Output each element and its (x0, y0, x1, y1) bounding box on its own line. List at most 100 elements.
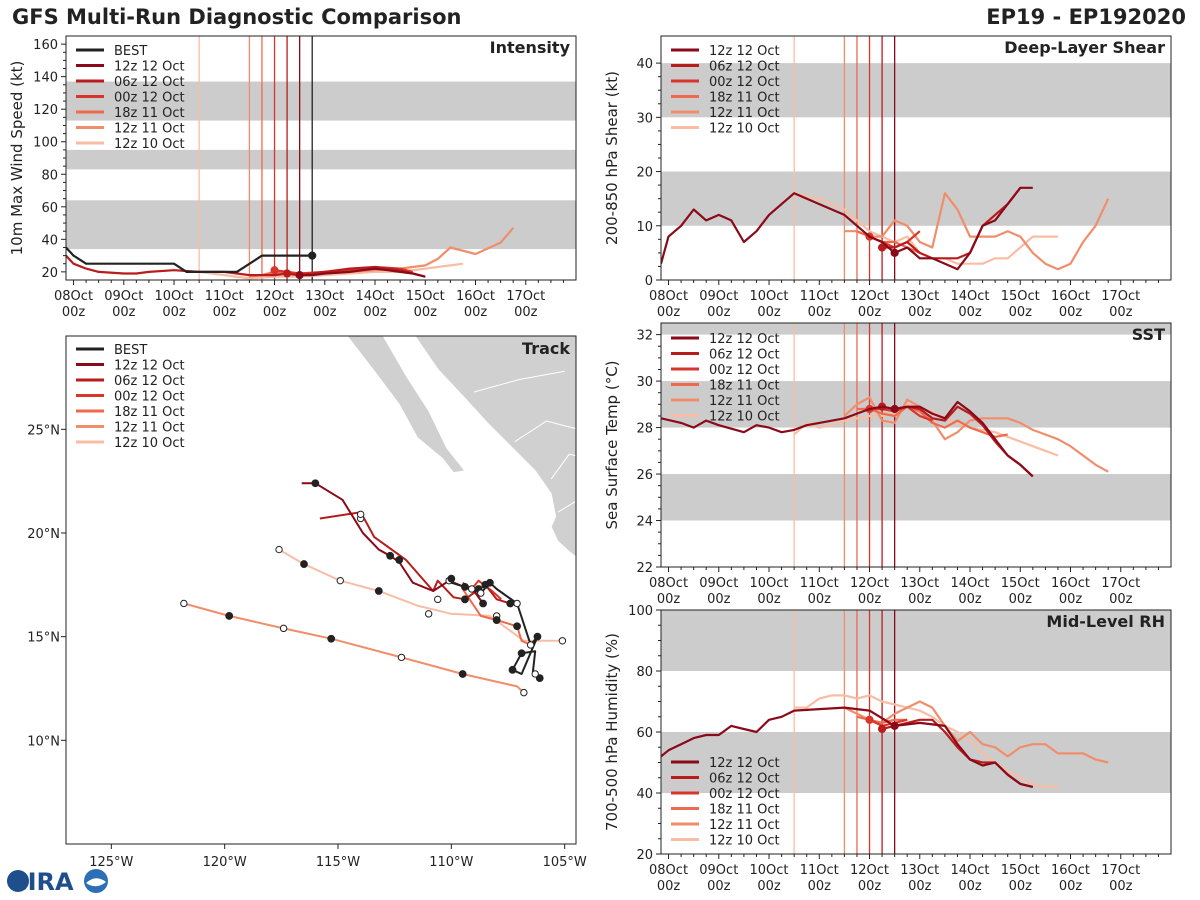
shear-series-line (882, 187, 1022, 260)
page-title: GFS Multi-Run Diagnostic Comparison (12, 5, 462, 29)
rh-point (877, 724, 887, 734)
intensity-ytick-label: 60 (41, 201, 58, 216)
sst-ytick-label: 32 (636, 329, 653, 344)
intensity-legend-label: 00z 12 Oct (114, 91, 185, 106)
track-xtick-label: 115°W (316, 855, 360, 870)
shear-xtick-sublabel: 00z (1009, 305, 1033, 320)
track-point-open (424, 610, 433, 618)
track-legend-label: 12z 11 Oct (114, 421, 185, 436)
intensity-xtick-sublabel: 00z (62, 305, 86, 320)
rh-xtick-sublabel: 00z (657, 879, 681, 894)
intensity-plot-area (66, 36, 576, 280)
track-point-filled (506, 599, 515, 608)
shear-xtick-sublabel: 00z (757, 305, 781, 320)
track-point-open (477, 589, 485, 597)
rh-xtick-label: 13Oct (900, 863, 939, 878)
intensity-xtick-label: 17Oct (506, 289, 545, 304)
sst-ytick-label: 30 (636, 375, 653, 390)
track-legend-label: 06z 12 Oct (114, 374, 185, 389)
intensity-ytick-label: 80 (41, 168, 58, 183)
intensity-xtick-label: 12Oct (255, 289, 294, 304)
intensity-xtick-sublabel: 00z (213, 305, 237, 320)
rh-legend-label: 12z 11 Oct (709, 818, 780, 833)
intensity-xtick-label: 11Oct (205, 289, 244, 304)
track-xtick-label: 120°W (203, 855, 247, 870)
track-line (301, 482, 484, 605)
track-point-open (520, 688, 528, 697)
intensity-point (308, 251, 317, 260)
track-point-filled (461, 595, 469, 604)
sst-xtick-sublabel: 00z (1059, 592, 1083, 607)
track-line (183, 602, 525, 694)
shear-xtick-sublabel: 00z (1059, 305, 1083, 320)
shear-title: Deep-Layer Shear (1004, 38, 1165, 57)
rh-ytick-label: 80 (636, 665, 653, 680)
shear-ytick-label: 20 (636, 166, 653, 181)
track-legend-label: 12z 10 Oct (114, 436, 185, 451)
rh-series-line (843, 700, 1109, 764)
track-legend-label: 00z 12 Oct (114, 390, 185, 405)
track-legend-label: BEST (114, 343, 147, 358)
sst-legend-label: 00z 12 Oct (709, 363, 780, 378)
shear-xtick-label: 10Oct (750, 289, 789, 304)
intensity-point (295, 271, 304, 280)
shear-xtick-label: 13Oct (900, 289, 939, 304)
track-legend-label: 18z 11 Oct (114, 405, 185, 420)
shear-legend-label: 12z 11 Oct (709, 106, 780, 121)
shear-series-line (661, 186, 1033, 271)
intensity-xtick-sublabel: 00z (313, 305, 337, 320)
rh-ytick-label: 60 (636, 726, 653, 741)
rh-xtick-label: 11Oct (800, 863, 839, 878)
track-xtick-label: 105°W (543, 855, 587, 870)
track-point-open (513, 599, 521, 608)
rh-legend-label: 18z 11 Oct (709, 803, 780, 818)
shear-xtick-label: 09Oct (699, 289, 738, 304)
state-border (514, 420, 576, 443)
shear-legend-label: 00z 12 Oct (709, 75, 780, 90)
rh-ylabel: 700-500 hPa Humidity (%) (603, 633, 621, 831)
shear-legend-label: 12z 12 Oct (709, 44, 780, 59)
track-point-open (468, 585, 476, 593)
shear-legend-label: 12z 10 Oct (709, 122, 780, 137)
track-point-filled (513, 622, 521, 631)
track-point-filled (447, 574, 456, 583)
state-border (473, 370, 565, 393)
intensity-legend-label: 12z 12 Oct (114, 60, 185, 75)
intensity-xtick-label: 10Oct (155, 289, 194, 304)
sst-xtick-label: 16Oct (1051, 576, 1090, 591)
shear-series-line (844, 192, 1110, 271)
intensity-legend-label: 18z 11 Oct (114, 106, 185, 121)
track-point-filled (485, 578, 494, 587)
rh-legend-label: 12z 12 Oct (709, 756, 780, 771)
track-point-filled (300, 560, 308, 568)
sst-band-2 (661, 323, 1171, 335)
track-map-area (180, 336, 576, 697)
sst-xtick-sublabel: 00z (757, 592, 781, 607)
track-ytick-label: 25°N (27, 423, 60, 438)
rh-legend-label: 00z 12 Oct (709, 787, 780, 802)
sst-xtick-sublabel: 00z (707, 592, 731, 607)
sst-point (890, 404, 899, 414)
sst-xtick-label: 10Oct (750, 576, 789, 591)
shear-xtick-sublabel: 00z (908, 305, 932, 320)
intensity-xtick-label: 08Oct (54, 289, 93, 304)
track-frame (65, 335, 577, 845)
sst-legend-label: 12z 10 Oct (709, 410, 780, 425)
shear-xtick-label: 16Oct (1051, 289, 1090, 304)
shear-xtick-sublabel: 00z (707, 305, 731, 320)
rh-ytick-label: 40 (636, 787, 653, 802)
track-point-open (526, 641, 535, 649)
sst-xtick-sublabel: 00z (808, 592, 832, 607)
shear-chart: 01020304008Oct00z09Oct00z10Oct00z11Oct00… (603, 35, 1172, 320)
shear-xtick-label: 08Oct (649, 289, 688, 304)
intensity-xtick-sublabel: 00z (162, 305, 186, 320)
shear-xtick-sublabel: 00z (958, 305, 982, 320)
sst-ytick-label: 28 (636, 422, 653, 437)
rh-xtick-sublabel: 00z (1009, 879, 1033, 894)
track-point-filled (517, 649, 526, 658)
track-xtick-label: 125°W (89, 855, 133, 870)
intensity-xtick-label: 15Oct (406, 289, 445, 304)
